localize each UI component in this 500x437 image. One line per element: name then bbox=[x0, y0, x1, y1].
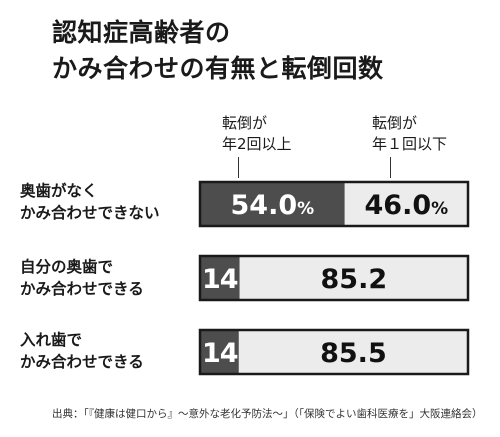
bar-segment-3-series-2 bbox=[238, 330, 468, 374]
data-label-1-series-1: 54.0% bbox=[231, 190, 315, 221]
legend-series-1: 転倒が 年2回以上 bbox=[222, 113, 292, 155]
chart-title-line2: かみ合わせの有無と転倒回数 bbox=[52, 54, 384, 83]
bar-segment-2-series-1 bbox=[200, 256, 240, 300]
data-label-3-series-2: 85.5 bbox=[320, 338, 387, 369]
category-label-1: 奥歯がなく かみ合わせできない bbox=[20, 180, 160, 224]
legend-series-2-line2: 年１回以下 bbox=[372, 135, 448, 153]
category-label-2-line2: かみ合わせできる bbox=[20, 280, 144, 298]
bar-outline-1 bbox=[198, 180, 470, 228]
bar-segment-2-series-2 bbox=[239, 256, 468, 300]
category-label-2-line1: 自分の奥歯で bbox=[20, 258, 114, 276]
legend-series-2-line1: 転倒が bbox=[372, 114, 418, 132]
category-label-3-line1: 入れ歯で bbox=[20, 331, 83, 349]
category-label-1-line2: かみ合わせできない bbox=[20, 204, 160, 222]
legend-series-2-leader bbox=[390, 157, 391, 178]
category-label-1-line1: 奥歯がなく bbox=[20, 182, 98, 200]
bar-segment-3-series-1 bbox=[200, 330, 239, 374]
bar-outline-2 bbox=[198, 254, 470, 302]
category-label-3: 入れ歯で かみ合わせできる bbox=[20, 329, 144, 373]
category-label-2: 自分の奥歯で かみ合わせできる bbox=[20, 256, 144, 300]
bar-outline-3 bbox=[198, 328, 470, 376]
source-note: 出典：「『健康は健口から』〜意外な老化予防法〜」（「保険でよい歯科医療を」大阪連… bbox=[52, 408, 483, 420]
bar-segment-1-series-1 bbox=[200, 182, 345, 226]
legend-series-1-leader bbox=[238, 157, 239, 178]
data-label-2-series-2: 85.2 bbox=[321, 264, 388, 295]
legend-series-1-line2: 年2回以上 bbox=[222, 135, 292, 153]
legend-series-1-line1: 転倒が bbox=[222, 114, 268, 132]
bar-segment-1-series-2 bbox=[344, 182, 468, 226]
data-label-1-series-2: 46.0% bbox=[365, 190, 449, 221]
chart-title-line1: 認知症高齢者の bbox=[52, 18, 231, 47]
legend-series-2: 転倒が 年１回以下 bbox=[372, 113, 447, 155]
category-label-3-line2: かみ合わせできる bbox=[20, 353, 144, 371]
